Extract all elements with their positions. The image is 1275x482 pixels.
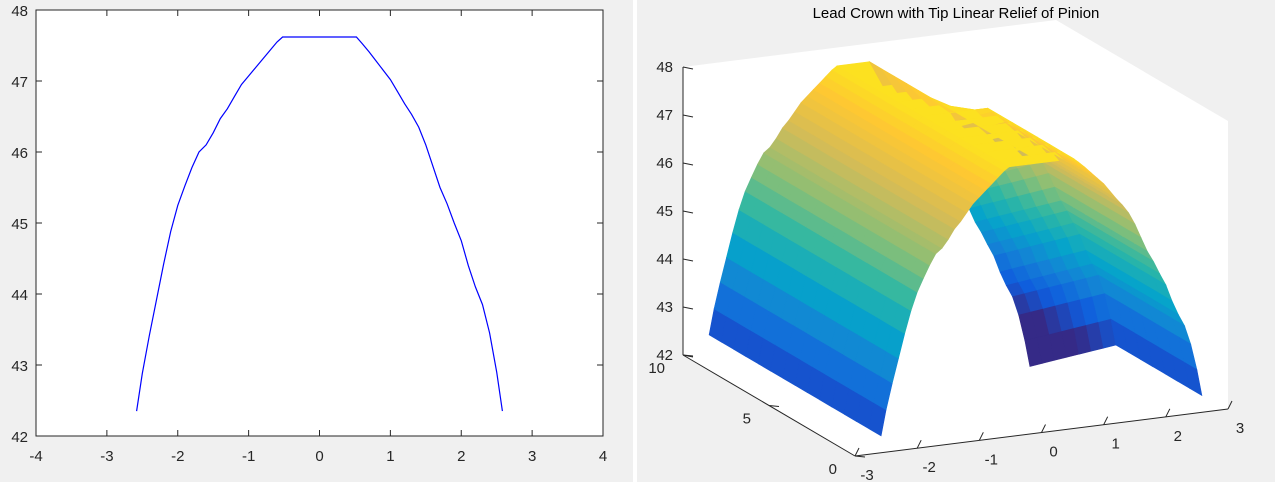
- line-chart: -4 -3 -2 -1 0 1 2 3 4 42 43 44 45 46 47 48: [11, 3, 607, 465]
- series-layer: [136, 36, 503, 412]
- z-tick-label: 42: [656, 347, 673, 364]
- x-tick-label: -2: [922, 459, 935, 476]
- z-tick-label: 46: [656, 155, 673, 172]
- z-tick-mark: [682, 162, 694, 166]
- x-tick-label: 1: [386, 448, 394, 465]
- z-tick-label: 48: [656, 59, 673, 76]
- x-tick-label: 2: [1174, 428, 1182, 445]
- series-line: [136, 36, 503, 412]
- panel-divider: [633, 0, 637, 482]
- y-tick-label: 43: [11, 358, 28, 375]
- x-tick-label: 0: [1049, 444, 1057, 461]
- x-tick-label: -4: [29, 448, 42, 465]
- x-axis: -4 -3 -2 -1 0 1 2 3 4: [29, 10, 607, 465]
- y-tick-label: 0: [829, 461, 837, 478]
- x-tick-label: 4: [599, 448, 607, 465]
- y-tick-label: 48: [11, 3, 28, 20]
- x-tick-mark: [978, 432, 984, 441]
- y-tick-label: 5: [743, 411, 751, 428]
- z-tick-mark: [682, 66, 694, 70]
- chart-title: Lead Crown with Tip Linear Relief of Pin…: [813, 5, 1100, 22]
- z-tick-label: 43: [656, 299, 673, 316]
- x-tick-mark: [854, 447, 860, 457]
- y-tick-label: 44: [11, 287, 28, 304]
- x-tick-label: 3: [1236, 420, 1244, 437]
- z-tick-mark: [682, 210, 694, 214]
- x-tick-mark: [1227, 400, 1233, 410]
- x-tick-label: -1: [985, 451, 998, 468]
- y-tick-mark: [854, 455, 866, 458]
- y-tick-label: 42: [11, 429, 28, 446]
- x-tick-label: 0: [315, 448, 323, 465]
- z-tick-mark: [682, 354, 694, 358]
- x-tick-label: 2: [457, 448, 465, 465]
- z-tick-label: 44: [656, 251, 673, 268]
- x-tick-label: 3: [528, 448, 536, 465]
- surface-chart: Lead Crown with Tip Linear Relief of Pin…: [648, 5, 1244, 482]
- x-tick-mark: [1103, 416, 1109, 425]
- z-tick-label: 47: [656, 107, 673, 124]
- surface-patch: [1184, 361, 1203, 397]
- z-tick-label: 45: [656, 203, 673, 220]
- surface-layer: [708, 60, 1203, 437]
- x-tick-label: -3: [860, 467, 873, 482]
- x-tick-mark: [916, 439, 922, 449]
- x-tick-label: -1: [242, 448, 255, 465]
- z-tick-mark: [682, 114, 694, 118]
- y-tick-label: 10: [648, 360, 665, 377]
- x-tick-label: -3: [100, 448, 113, 465]
- y-axis: 42 43 44 45 46 47 48: [11, 3, 603, 446]
- plot-area: [35, 9, 604, 437]
- z-tick-mark: [682, 306, 694, 310]
- y-tick-label: 47: [11, 74, 28, 91]
- x-tick-mark: [1041, 424, 1046, 433]
- x-tick-label: -2: [171, 448, 184, 465]
- z-tick-mark: [682, 258, 694, 262]
- x-tick-label: 1: [1111, 436, 1119, 453]
- y-tick-label: 45: [11, 216, 28, 233]
- x-tick-mark: [1165, 408, 1171, 418]
- y-tick-label: 46: [11, 145, 28, 162]
- y-tick-mark: [768, 405, 780, 407]
